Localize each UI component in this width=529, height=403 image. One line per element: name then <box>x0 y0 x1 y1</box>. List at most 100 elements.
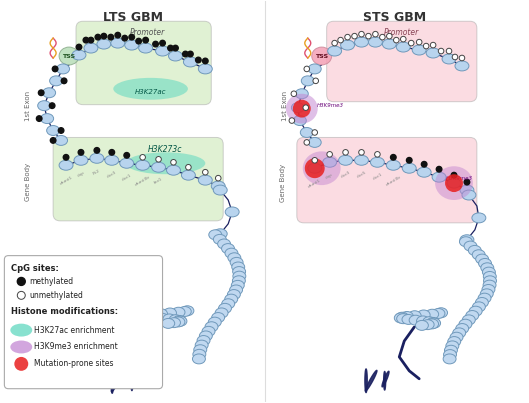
Text: Histone modifications:: Histone modifications: <box>11 307 118 316</box>
Ellipse shape <box>481 263 494 273</box>
Text: Pc2: Pc2 <box>93 168 101 176</box>
Text: Gene Body: Gene Body <box>25 163 31 201</box>
Ellipse shape <box>197 336 210 345</box>
Circle shape <box>61 78 67 83</box>
Circle shape <box>215 175 221 181</box>
Ellipse shape <box>447 178 461 188</box>
Text: unmethylated: unmethylated <box>29 291 83 300</box>
Ellipse shape <box>163 308 177 318</box>
Ellipse shape <box>208 317 221 327</box>
Ellipse shape <box>181 306 194 316</box>
Ellipse shape <box>462 315 475 325</box>
Ellipse shape <box>460 185 474 195</box>
Circle shape <box>312 158 317 163</box>
Circle shape <box>124 153 130 158</box>
Ellipse shape <box>120 158 134 168</box>
Ellipse shape <box>225 207 239 217</box>
Ellipse shape <box>308 64 321 74</box>
Ellipse shape <box>202 326 215 336</box>
Ellipse shape <box>178 307 191 316</box>
Circle shape <box>327 152 332 157</box>
Ellipse shape <box>354 155 369 165</box>
Ellipse shape <box>233 271 246 281</box>
Circle shape <box>464 179 470 185</box>
Ellipse shape <box>417 167 431 177</box>
Ellipse shape <box>443 354 456 364</box>
Text: cbp: cbp <box>77 170 85 178</box>
Text: TSS: TSS <box>62 54 76 58</box>
Ellipse shape <box>466 311 479 320</box>
Circle shape <box>291 91 297 97</box>
Polygon shape <box>365 369 367 393</box>
Text: H3K9me3: H3K9me3 <box>317 103 344 108</box>
Ellipse shape <box>400 312 414 322</box>
Ellipse shape <box>222 243 234 253</box>
Circle shape <box>136 38 141 44</box>
Circle shape <box>94 147 99 153</box>
Ellipse shape <box>453 328 466 338</box>
Circle shape <box>416 39 422 45</box>
Circle shape <box>143 37 149 43</box>
Ellipse shape <box>482 285 495 295</box>
Circle shape <box>203 169 208 175</box>
Circle shape <box>183 51 188 57</box>
Polygon shape <box>111 368 113 393</box>
Ellipse shape <box>217 239 231 249</box>
Circle shape <box>289 118 295 123</box>
Ellipse shape <box>11 324 32 337</box>
Ellipse shape <box>198 175 212 185</box>
Ellipse shape <box>230 285 243 295</box>
Ellipse shape <box>169 51 183 61</box>
Polygon shape <box>384 372 386 390</box>
Ellipse shape <box>480 289 493 299</box>
Circle shape <box>95 34 101 40</box>
Ellipse shape <box>156 313 168 323</box>
Circle shape <box>156 156 161 162</box>
Ellipse shape <box>111 38 125 48</box>
Circle shape <box>63 154 69 160</box>
Ellipse shape <box>291 103 304 112</box>
Ellipse shape <box>141 311 153 321</box>
Ellipse shape <box>435 308 448 318</box>
FancyBboxPatch shape <box>327 21 477 102</box>
Circle shape <box>304 139 309 145</box>
Polygon shape <box>382 371 389 387</box>
Ellipse shape <box>213 235 226 244</box>
Text: cbx1: cbx1 <box>372 172 383 181</box>
Ellipse shape <box>113 78 188 100</box>
Circle shape <box>129 34 134 40</box>
Ellipse shape <box>97 39 111 49</box>
Text: cbx1: cbx1 <box>121 173 132 182</box>
Ellipse shape <box>50 76 62 86</box>
Text: cbx3: cbx3 <box>106 170 117 179</box>
Ellipse shape <box>300 127 313 137</box>
Circle shape <box>39 90 44 96</box>
Ellipse shape <box>478 293 491 303</box>
Ellipse shape <box>443 349 457 359</box>
Ellipse shape <box>184 57 197 67</box>
Ellipse shape <box>286 94 318 124</box>
Ellipse shape <box>38 101 51 111</box>
Ellipse shape <box>402 314 415 324</box>
Ellipse shape <box>213 229 227 239</box>
Circle shape <box>375 152 380 157</box>
Ellipse shape <box>222 299 235 309</box>
Ellipse shape <box>72 50 86 60</box>
Circle shape <box>78 150 84 155</box>
Ellipse shape <box>11 341 32 353</box>
Ellipse shape <box>455 61 469 71</box>
Circle shape <box>153 42 158 47</box>
Ellipse shape <box>464 241 477 251</box>
Circle shape <box>109 150 115 155</box>
Ellipse shape <box>468 245 481 256</box>
Circle shape <box>303 105 308 110</box>
Ellipse shape <box>90 153 104 163</box>
Ellipse shape <box>427 318 440 327</box>
Ellipse shape <box>231 280 244 290</box>
Circle shape <box>430 42 436 48</box>
Circle shape <box>345 34 350 40</box>
Ellipse shape <box>469 306 482 316</box>
Ellipse shape <box>41 114 53 124</box>
Circle shape <box>172 45 178 51</box>
Ellipse shape <box>402 163 416 173</box>
